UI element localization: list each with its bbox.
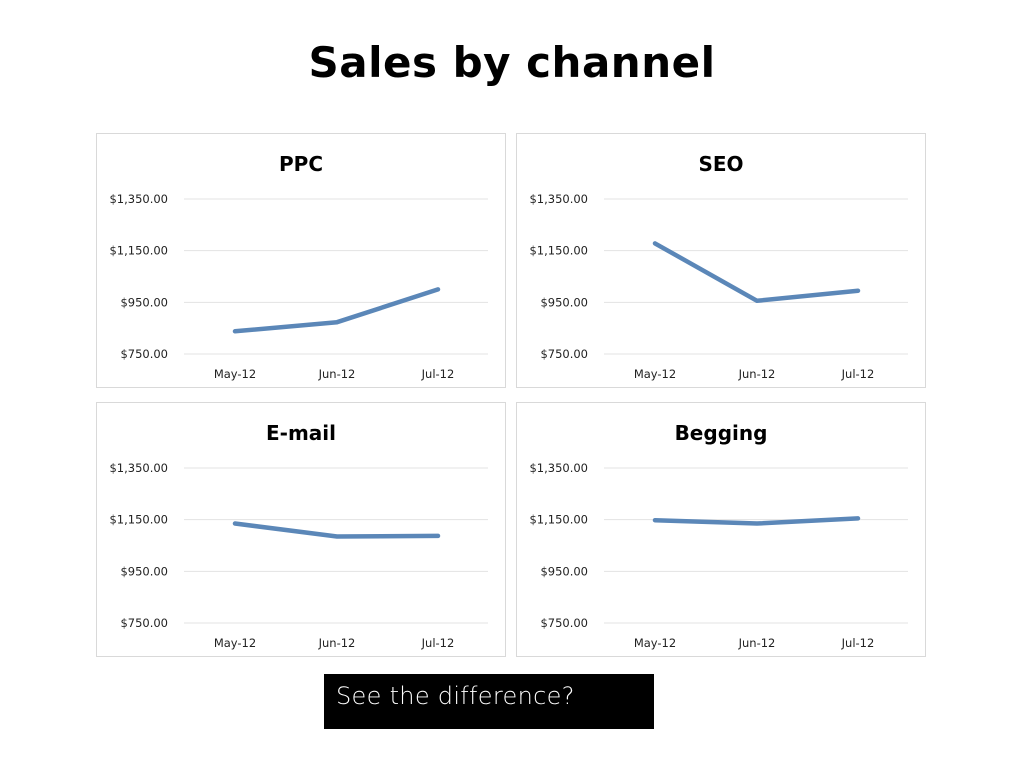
chart-title: E-mail <box>265 421 336 445</box>
chart-title: PPC <box>279 152 323 176</box>
y-tick-label: $750.00 <box>120 347 168 361</box>
chart-panel-ppc: PPC $1,350.00 $1,150.00 $950.00 $750.00 May-… <box>96 133 506 388</box>
y-tick-label: $950.00 <box>540 295 588 309</box>
line-chart: $1,350.00 $1,150.00 $950.00 $750.00 May-12 Ju… <box>109 192 488 381</box>
series-line <box>652 516 861 526</box>
x-tick-label: Jul-12 <box>841 367 875 381</box>
caption-text: See the difference? <box>336 682 575 710</box>
line-chart: $1,350.00 $1,150.00 $950.00 $750.00 May-12 Ju… <box>109 461 488 650</box>
line-chart: $1,350.00 $1,150.00 $950.00 $750.00 May-12 Ju… <box>529 461 908 650</box>
y-tick-label: $950.00 <box>120 295 168 309</box>
x-tick-label: Jun-12 <box>318 636 356 650</box>
y-tick-label: $1,350.00 <box>109 461 168 475</box>
y-tick-label: $750.00 <box>120 616 168 630</box>
chart-title: SEO <box>698 152 744 176</box>
y-tick-label: $1,350.00 <box>109 192 168 206</box>
chart-panel-email: E-mail $1,350.00 $1,150.00 $950.00 $750.00 M… <box>96 402 506 657</box>
slide-title: Sales by channel <box>308 38 716 87</box>
x-tick-label: Jul-12 <box>841 636 875 650</box>
x-tick-label: Jun-12 <box>738 367 776 381</box>
series-line <box>652 241 861 304</box>
y-tick-label: $1,350.00 <box>529 192 588 206</box>
y-tick-label: $750.00 <box>540 347 588 361</box>
x-tick-label: May-12 <box>634 367 676 381</box>
x-tick-label: Jul-12 <box>421 636 455 650</box>
series-line <box>232 287 441 334</box>
x-tick-label: Jun-12 <box>318 367 356 381</box>
y-tick-label: $1,150.00 <box>529 513 588 527</box>
x-tick-label: May-12 <box>634 636 676 650</box>
line-chart: $1,350.00 $1,150.00 $950.00 $750.00 May-12 Ju… <box>529 192 908 381</box>
x-tick-label: Jul-12 <box>421 367 455 381</box>
y-tick-label: $1,150.00 <box>109 244 168 258</box>
y-tick-label: $750.00 <box>540 616 588 630</box>
caption-box: See the difference? <box>324 674 654 729</box>
x-tick-label: May-12 <box>214 367 256 381</box>
chart-panel-seo: SEO $1,350.00 $1,150.00 $950.00 $750.00 May-… <box>516 133 926 388</box>
y-tick-label: $950.00 <box>540 564 588 578</box>
x-tick-label: May-12 <box>214 636 256 650</box>
chart-panel-begging: Begging $1,350.00 $1,150.00 $950.00 $750.00… <box>516 402 926 657</box>
y-tick-label: $1,150.00 <box>109 513 168 527</box>
y-tick-label: $1,350.00 <box>529 461 588 475</box>
series-line <box>232 521 441 539</box>
y-tick-label: $1,150.00 <box>529 244 588 258</box>
y-tick-label: $950.00 <box>120 564 168 578</box>
chart-title: Begging <box>674 421 768 445</box>
x-tick-label: Jun-12 <box>738 636 776 650</box>
